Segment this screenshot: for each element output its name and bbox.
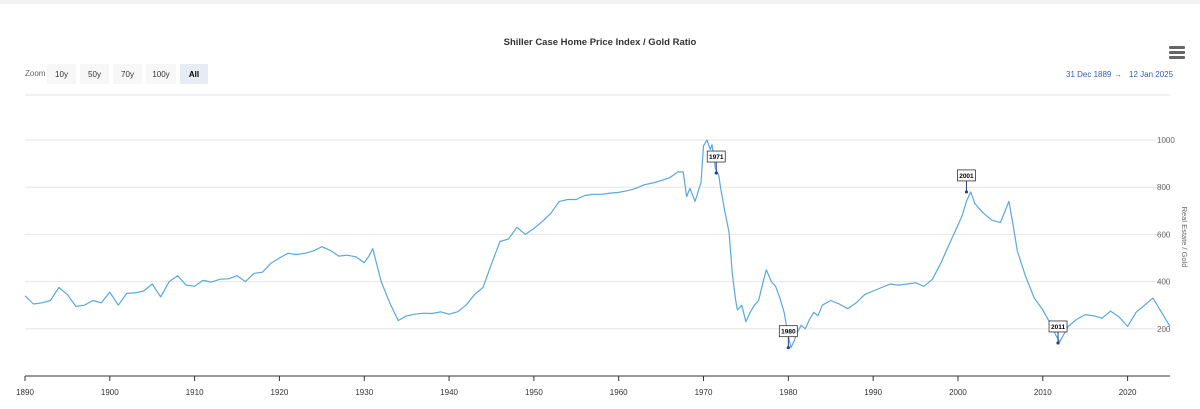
- flag-point: [1056, 341, 1060, 345]
- y-tick-label: 1000: [1157, 136, 1175, 145]
- x-tick-label: 2020: [1119, 388, 1137, 397]
- y-tick-label: 800: [1157, 183, 1171, 192]
- x-tick-label: 1910: [186, 388, 204, 397]
- flag-box: [706, 150, 726, 163]
- zoom-button-50y[interactable]: 50y: [80, 64, 109, 84]
- x-tick-label: 1940: [440, 388, 458, 397]
- flag-box: [1048, 320, 1068, 333]
- x-tick-label: 1990: [864, 388, 882, 397]
- x-tick-label: 1970: [695, 388, 713, 397]
- flag-point: [786, 346, 790, 350]
- y-tick-label: 400: [1157, 278, 1171, 287]
- x-tick-label: 1930: [355, 388, 373, 397]
- flag-label: 2001: [959, 173, 974, 180]
- series-line: [24, 139, 1171, 349]
- flag-label: 1971: [709, 154, 724, 161]
- zoom-label: Zoom: [25, 69, 46, 78]
- y-axis-title: Real Estate / Gold: [1180, 207, 1189, 268]
- range-from-date[interactable]: 31 Dec 1889: [1066, 70, 1112, 79]
- zoom-button-10y[interactable]: 10y: [47, 64, 76, 84]
- range-to-date[interactable]: 12 Jan 2025: [1129, 70, 1174, 79]
- zoom-button-all[interactable]: All: [180, 64, 208, 84]
- chart-title: Shiller Case Home Price Index / Gold Rat…: [503, 37, 697, 48]
- flag-point: [964, 190, 969, 194]
- x-tick-label: 1980: [779, 388, 797, 397]
- flag-box: [957, 169, 976, 182]
- y-tick-label: 200: [1157, 325, 1171, 334]
- zoom-button-100y[interactable]: 100y: [146, 64, 176, 84]
- zoom-button-70y[interactable]: 70y: [113, 64, 142, 84]
- x-tick-label: 1920: [271, 388, 289, 397]
- x-tick-label: 1960: [610, 388, 628, 397]
- x-tick-label: 1950: [525, 388, 543, 397]
- flag-label: 2011: [1051, 324, 1065, 331]
- x-tick-label: 2010: [1034, 388, 1052, 397]
- x-tick-label: 1890: [16, 388, 34, 397]
- y-tick-label: 600: [1157, 230, 1171, 239]
- range-arrow: →: [1114, 70, 1122, 79]
- x-tick-label: 2000: [949, 388, 967, 397]
- hamburger-menu-icon[interactable]: [1169, 46, 1185, 60]
- flag-box: [778, 325, 798, 338]
- flag-point: [714, 171, 718, 175]
- top-strip: [0, 0, 1200, 4]
- flag-label: 1980: [781, 329, 796, 336]
- x-tick-label: 1900: [101, 388, 119, 397]
